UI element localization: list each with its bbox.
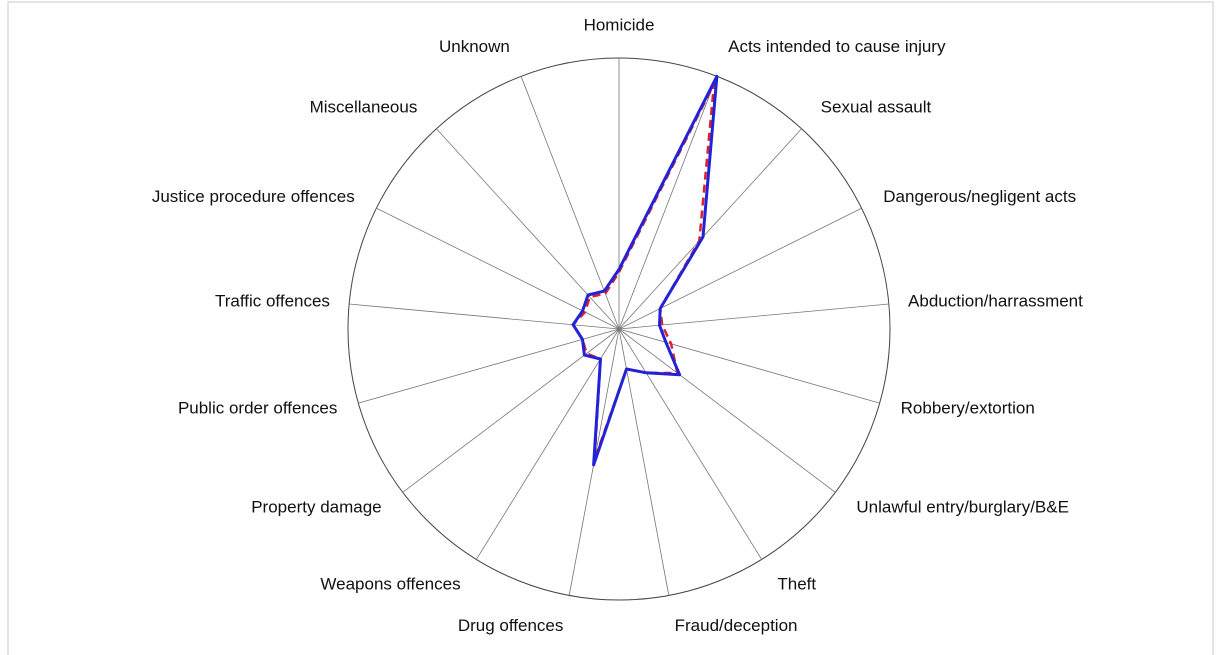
category-label: Unknown [439, 37, 510, 56]
category-label: Robbery/extortion [901, 399, 1035, 418]
category-label: Justice procedure offences [152, 187, 355, 206]
category-label: Sexual assault [821, 97, 932, 116]
spoke [376, 207, 620, 330]
category-label: Miscellaneous [310, 97, 418, 116]
spoke [618, 76, 718, 330]
category-label: Drug offences [458, 616, 564, 635]
spoke [358, 328, 620, 404]
spoke [618, 328, 763, 560]
category-label: Public order offences [178, 399, 337, 418]
category-label: Traffic offences [215, 292, 330, 311]
spoke [520, 76, 620, 330]
category-label: Weapons offences [320, 574, 460, 593]
spoke [618, 328, 670, 596]
category-label: Fraud/deception [675, 616, 798, 635]
category-label: Property damage [251, 498, 381, 517]
spoke [618, 328, 836, 493]
category-label: Acts intended to cause injury [728, 37, 946, 56]
series-line [571, 74, 719, 467]
category-label: Unlawful entry/burglary/B&E [856, 498, 1069, 517]
category-label: Homicide [584, 15, 655, 34]
spoke [618, 128, 802, 330]
category-label: Dangerous/negligent acts [883, 187, 1076, 206]
spoke [475, 328, 620, 560]
spoke [618, 328, 880, 404]
spoke [402, 328, 620, 493]
category-label: Abduction/harrassment [908, 292, 1083, 311]
spoke [618, 303, 889, 330]
category-label: Theft [777, 574, 816, 593]
